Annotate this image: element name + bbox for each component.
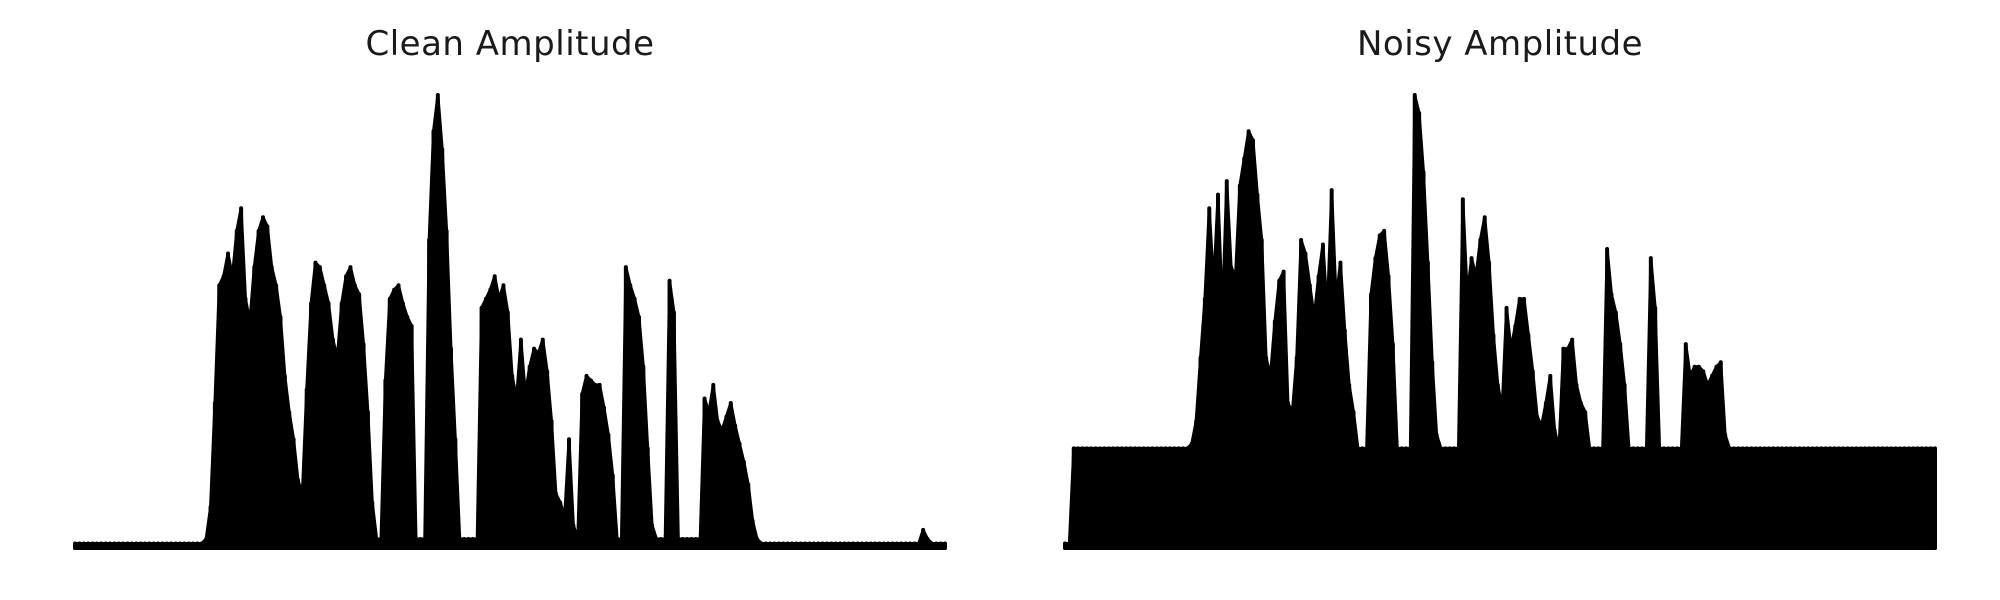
chart-panel-clean: Clean Amplitude — [73, 24, 947, 550]
amplitude-area — [73, 93, 947, 550]
noisy-amplitude-plot — [1063, 93, 1937, 550]
chart-title: Noisy Amplitude — [1356, 24, 1644, 64]
chart-title: Clean Amplitude — [365, 24, 655, 64]
clean-amplitude-plot — [73, 93, 947, 550]
chart-panel-noisy: Noisy Amplitude — [1000, 0, 2000, 600]
